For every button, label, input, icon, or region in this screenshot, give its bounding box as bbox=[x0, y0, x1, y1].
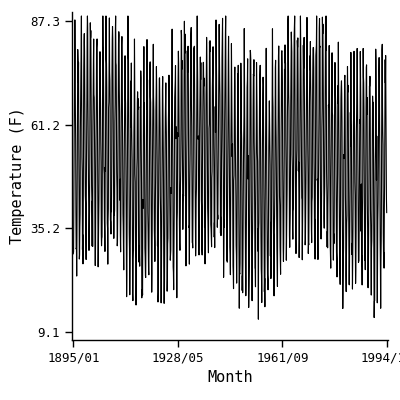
Y-axis label: Temperature (F): Temperature (F) bbox=[10, 108, 25, 244]
X-axis label: Month: Month bbox=[207, 370, 253, 385]
